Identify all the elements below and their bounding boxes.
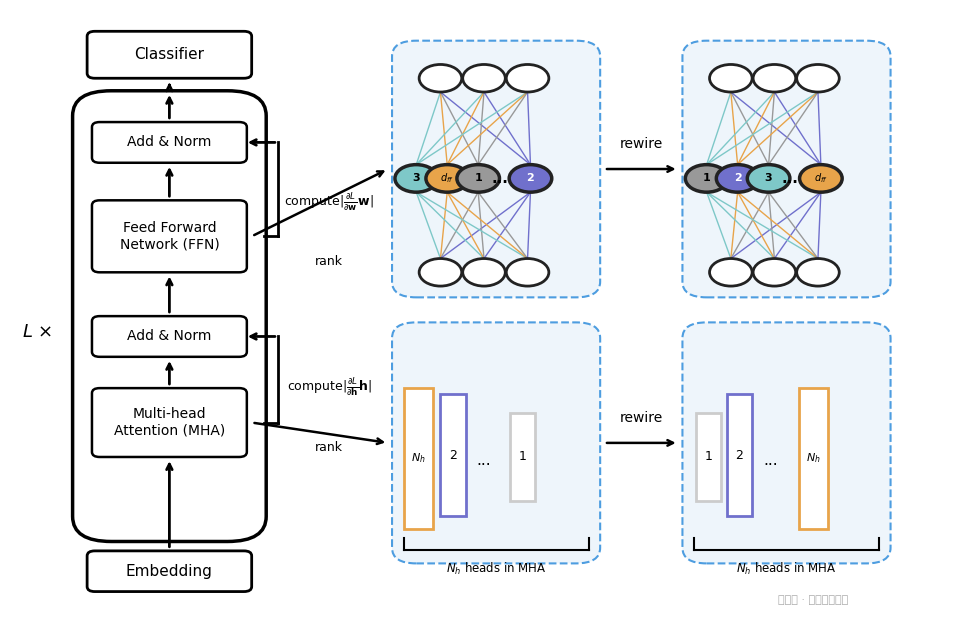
Text: Embedding: Embedding — [126, 564, 213, 578]
FancyBboxPatch shape — [92, 316, 247, 357]
FancyBboxPatch shape — [682, 41, 891, 297]
FancyBboxPatch shape — [392, 41, 600, 297]
Circle shape — [753, 259, 796, 286]
Circle shape — [800, 165, 842, 192]
FancyBboxPatch shape — [799, 388, 828, 529]
Text: $N_h$: $N_h$ — [410, 451, 426, 466]
Circle shape — [797, 259, 839, 286]
FancyBboxPatch shape — [92, 122, 247, 163]
FancyBboxPatch shape — [440, 394, 466, 516]
FancyBboxPatch shape — [727, 394, 752, 516]
FancyBboxPatch shape — [696, 413, 721, 501]
Text: rank: rank — [316, 441, 343, 454]
Text: 公众号 · 顶层架构领域: 公众号 · 顶层架构领域 — [778, 595, 848, 605]
Circle shape — [747, 165, 790, 192]
Circle shape — [716, 165, 759, 192]
Text: 1: 1 — [705, 451, 712, 463]
Circle shape — [463, 259, 505, 286]
Text: $N_h$: $N_h$ — [805, 451, 821, 466]
Text: compute$|\frac{\partial L}{\partial \mathbf{h}}\mathbf{h}|$: compute$|\frac{\partial L}{\partial \mat… — [287, 377, 372, 399]
Circle shape — [506, 259, 549, 286]
FancyBboxPatch shape — [404, 388, 433, 529]
Circle shape — [419, 64, 462, 92]
Text: 2: 2 — [736, 449, 743, 462]
Text: 2: 2 — [734, 173, 741, 183]
Text: ...: ... — [491, 171, 508, 186]
Circle shape — [685, 165, 728, 192]
FancyBboxPatch shape — [92, 388, 247, 457]
Text: $d_{ff}$: $d_{ff}$ — [814, 172, 828, 185]
FancyBboxPatch shape — [73, 91, 266, 541]
Text: Classifier: Classifier — [135, 48, 204, 62]
Text: 3: 3 — [765, 173, 772, 183]
Text: 1: 1 — [474, 173, 482, 183]
Text: $L$ ×: $L$ × — [21, 323, 52, 341]
Circle shape — [710, 64, 752, 92]
FancyBboxPatch shape — [87, 31, 252, 78]
Circle shape — [457, 165, 499, 192]
Text: 1: 1 — [703, 173, 711, 183]
Text: $d_{ff}$: $d_{ff}$ — [440, 172, 454, 185]
Text: $N_h$ heads in MHA: $N_h$ heads in MHA — [737, 561, 836, 577]
Text: rewire: rewire — [620, 137, 663, 151]
Circle shape — [509, 165, 552, 192]
Circle shape — [395, 165, 438, 192]
Text: $N_h$ heads in MHA: $N_h$ heads in MHA — [446, 561, 546, 577]
FancyBboxPatch shape — [510, 413, 535, 501]
Text: compute$|\frac{\partial L}{\partial \mathbf{w}}\mathbf{w}|$: compute$|\frac{\partial L}{\partial \mat… — [285, 191, 374, 213]
FancyBboxPatch shape — [92, 200, 247, 272]
Text: rank: rank — [316, 255, 343, 268]
Circle shape — [506, 64, 549, 92]
FancyBboxPatch shape — [87, 551, 252, 592]
Circle shape — [426, 165, 469, 192]
Text: ...: ... — [763, 453, 778, 468]
Text: 2: 2 — [449, 449, 457, 462]
Circle shape — [753, 64, 796, 92]
Text: ...: ... — [476, 453, 492, 468]
Text: Feed Forward
Network (FFN): Feed Forward Network (FFN) — [119, 221, 220, 252]
Text: rewire: rewire — [620, 411, 663, 425]
Circle shape — [419, 259, 462, 286]
Text: 2: 2 — [527, 173, 534, 183]
FancyBboxPatch shape — [682, 322, 891, 563]
Text: 1: 1 — [519, 451, 527, 463]
Text: ...: ... — [781, 171, 799, 186]
Circle shape — [463, 64, 505, 92]
FancyBboxPatch shape — [392, 322, 600, 563]
Circle shape — [797, 64, 839, 92]
Text: Add & Norm: Add & Norm — [127, 135, 212, 150]
Circle shape — [710, 259, 752, 286]
Text: Multi-head
Attention (MHA): Multi-head Attention (MHA) — [114, 408, 225, 438]
Text: Add & Norm: Add & Norm — [127, 329, 212, 344]
Text: 3: 3 — [412, 173, 420, 183]
